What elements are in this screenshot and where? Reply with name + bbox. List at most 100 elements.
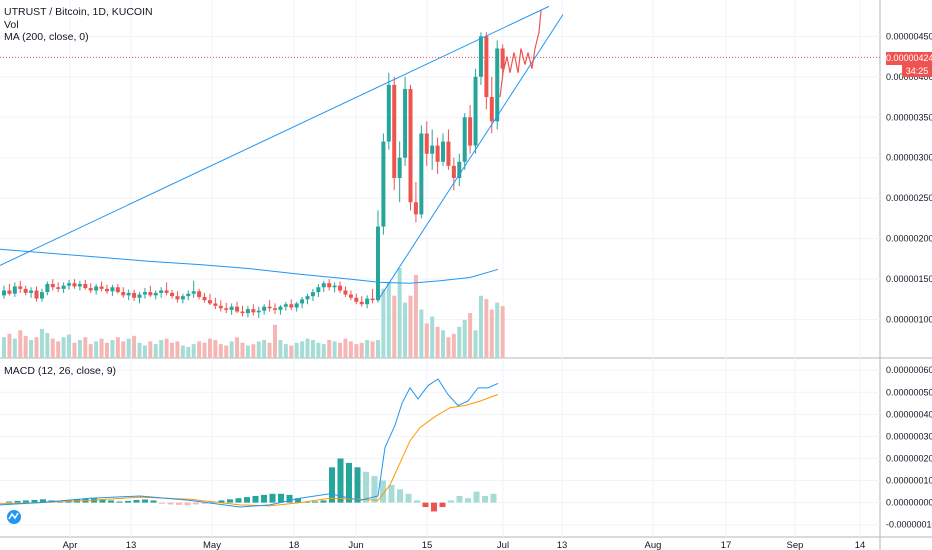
volume-bar: [94, 341, 99, 358]
macd-histogram-bar: [388, 484, 395, 503]
macd-tick-label: 0.00000050: [886, 387, 932, 397]
candle-body: [39, 292, 44, 299]
macd-histogram-bar: [6, 501, 12, 503]
candle-body: [218, 305, 223, 309]
macd-tick-label: 0.00000020: [886, 453, 932, 463]
candle-body: [500, 48, 505, 69]
volume-bar: [29, 340, 34, 358]
ma-legend[interactable]: MA (200, close, 0): [4, 31, 89, 43]
macd-line: [0, 378, 499, 508]
candle-body: [267, 306, 272, 309]
candle-body: [375, 226, 380, 301]
volume-bar: [430, 316, 435, 358]
macd-histogram-bar: [269, 493, 276, 503]
macd-histogram-bar: [31, 499, 38, 503]
macd-histogram-bar: [261, 494, 267, 503]
candle-body: [294, 303, 299, 308]
macd-histogram-bar: [473, 491, 480, 503]
volume-bar: [218, 344, 223, 358]
candle-body: [104, 288, 109, 292]
macd-histogram-bar: [354, 467, 361, 503]
time-tick-label: 17: [721, 540, 732, 550]
volume-bar: [348, 341, 353, 358]
candle-body: [338, 285, 343, 291]
volume-bar: [413, 274, 418, 358]
candle-body: [94, 286, 99, 291]
volume-bar: [305, 338, 310, 358]
candle-body: [468, 117, 473, 146]
symbol-legend[interactable]: UTRUST / Bitcoin, 1D, KUCOIN: [4, 6, 153, 18]
macd-histogram-bar: [252, 496, 259, 503]
volume-bar: [56, 341, 61, 358]
volume-bar: [191, 344, 196, 358]
volume-bar: [240, 342, 245, 358]
volume-bar: [473, 330, 478, 358]
candle-body: [142, 292, 147, 295]
volume-bar: [500, 306, 505, 358]
volume-bar: [126, 338, 131, 358]
volume-bar: [365, 340, 370, 358]
macd-signal-line: [0, 394, 499, 507]
candle-body: [348, 294, 353, 298]
volume-bar: [170, 342, 175, 358]
candle-body: [67, 283, 72, 286]
volume-bar: [327, 340, 332, 358]
price-tick-label: 0.00000150: [886, 274, 932, 284]
macd-histogram-bar: [337, 458, 344, 503]
trendlines[interactable]: [0, 5, 564, 301]
macd-histogram-bar: [235, 498, 242, 503]
macd-histogram-bar: [108, 500, 114, 503]
macd-histogram-bar: [320, 500, 327, 503]
macd-histogram-bar: [227, 499, 233, 503]
candle-body: [419, 133, 424, 215]
candle-body: [61, 285, 66, 289]
trendline: [377, 14, 564, 301]
candle-body: [88, 288, 93, 291]
candle-body: [170, 292, 175, 297]
volume-legend[interactable]: Vol: [4, 19, 19, 31]
macd-histogram-bar: [414, 500, 420, 503]
macd-histogram-bar: [99, 499, 106, 503]
candle-body: [29, 290, 34, 293]
volume-bar: [446, 337, 451, 358]
candle-body: [370, 298, 375, 301]
volume-bar: [256, 341, 261, 358]
volume-bar: [316, 342, 321, 358]
macd-legend[interactable]: MACD (12, 26, close, 9): [4, 365, 116, 377]
volume-bar: [332, 341, 337, 358]
volume-bar: [142, 345, 147, 358]
macd-histogram-bar: [465, 498, 471, 503]
volume-bar: [88, 344, 93, 358]
volume-bar: [23, 335, 28, 358]
macd-histogram-bar: [422, 502, 429, 508]
candle-body: [207, 300, 212, 304]
volume-bar: [180, 345, 185, 358]
candle-body: [126, 292, 131, 296]
price-tick-label: 0.00000200: [886, 234, 932, 244]
macd-histogram-bar: [176, 502, 182, 505]
candle-body: [262, 306, 267, 311]
candle-body: [381, 141, 386, 227]
price-tick-label: 0.00000250: [886, 193, 932, 203]
macd-histogram-bar: [14, 500, 21, 503]
time-tick-label: Sep: [787, 540, 804, 550]
volume-bar: [83, 337, 88, 358]
candle-body: [359, 301, 364, 305]
candle-body: [202, 296, 207, 301]
candle-body: [77, 284, 82, 287]
volume-bar: [207, 338, 212, 358]
volume-bar: [354, 344, 359, 358]
volume-label: Vol: [4, 19, 19, 31]
candle-body: [495, 48, 500, 122]
candle-body: [457, 161, 462, 178]
macd-histogram-bar: [439, 502, 446, 508]
forecast-drawing[interactable]: [499, 10, 542, 98]
candle-body: [235, 306, 240, 312]
candle-body: [343, 290, 348, 295]
volume-bar: [397, 268, 402, 358]
volume-bar: [110, 340, 115, 358]
macd-histogram-bar: [431, 502, 437, 512]
logo-mark: [8, 512, 19, 520]
candle-body: [451, 165, 456, 178]
